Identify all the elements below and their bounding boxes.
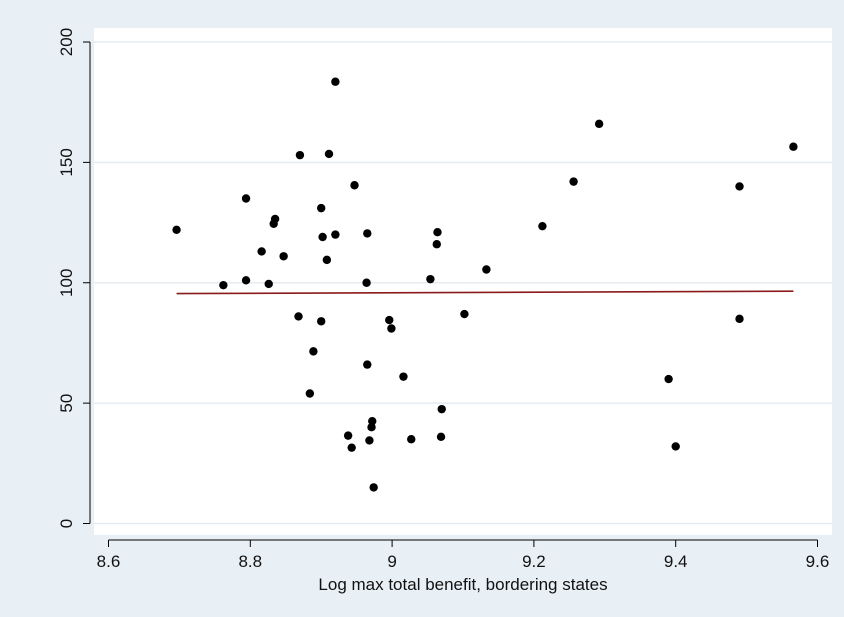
x-tick-label: 9.2 <box>522 552 546 571</box>
data-point <box>241 194 251 203</box>
data-point <box>538 221 547 231</box>
data-point <box>305 389 315 398</box>
data-point <box>279 252 288 261</box>
data-point <box>331 230 340 239</box>
data-point <box>219 280 228 290</box>
data-point <box>387 324 396 333</box>
x-axis-title: Log max total benefit, bordering states <box>318 575 607 594</box>
data-point <box>270 214 280 224</box>
data-point <box>343 431 353 440</box>
data-point <box>322 255 332 265</box>
data-point <box>735 314 744 324</box>
data-point <box>399 372 408 381</box>
data-point <box>664 374 673 384</box>
x-tick-label: 9 <box>387 552 396 571</box>
fit-line-layer <box>176 290 794 295</box>
data-point <box>385 315 394 325</box>
data-point <box>317 203 326 213</box>
data-point <box>789 142 798 151</box>
y-tick-label: 0 <box>57 519 76 528</box>
data-point <box>350 181 359 190</box>
data-point <box>569 177 578 186</box>
data-point <box>363 360 372 369</box>
data-point <box>172 225 181 234</box>
data-points <box>172 77 798 492</box>
data-point <box>294 312 303 321</box>
x-tick-label: 9.6 <box>806 552 830 571</box>
data-point <box>407 435 416 444</box>
axes: 0 50 100 150 200 8.6 8.8 9 9.2 9.4 9.6 <box>57 28 829 571</box>
x-tick-label: 8.8 <box>238 552 262 571</box>
data-point <box>594 119 604 129</box>
data-point <box>317 317 326 326</box>
data-point <box>426 274 435 284</box>
data-point <box>264 279 273 289</box>
data-point <box>309 347 318 356</box>
data-point <box>324 149 334 159</box>
y-tick-label: 100 <box>57 269 76 297</box>
plot-area <box>94 28 832 535</box>
data-point <box>362 278 371 287</box>
fitted-line <box>176 290 794 295</box>
data-point <box>671 442 680 451</box>
data-point <box>436 432 446 442</box>
y-tick-label: 50 <box>57 394 76 413</box>
data-point <box>735 182 744 191</box>
data-point <box>460 309 469 319</box>
data-point <box>363 229 372 238</box>
data-point <box>257 247 266 256</box>
x-tick-label: 9.4 <box>664 552 688 571</box>
y-tick-label: 200 <box>57 28 76 56</box>
y-tick-label: 150 <box>57 148 76 176</box>
data-point <box>437 404 446 414</box>
data-point <box>482 265 491 274</box>
data-point <box>331 77 340 86</box>
data-point <box>318 232 327 242</box>
data-point <box>295 150 305 160</box>
data-point <box>369 483 378 492</box>
data-point <box>368 416 377 426</box>
data-point <box>347 443 356 452</box>
data-point <box>365 436 374 445</box>
data-point <box>433 227 442 237</box>
data-point <box>241 276 251 285</box>
x-tick-label: 8.6 <box>97 552 121 571</box>
grid-lines <box>94 41 832 525</box>
data-point <box>432 240 441 249</box>
